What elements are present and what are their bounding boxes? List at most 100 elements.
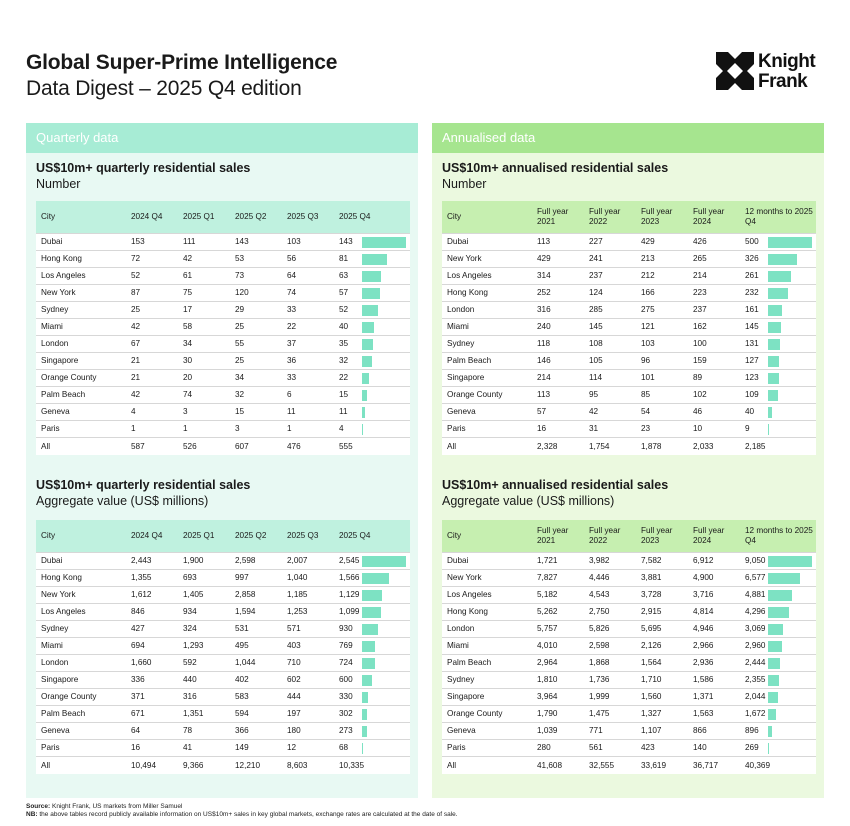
city-cell: Paris: [442, 420, 532, 438]
value-cell: 31: [584, 420, 636, 438]
value-bar: [362, 253, 387, 265]
total-value: 10,335: [339, 760, 365, 770]
value-cell: 1,405: [178, 586, 230, 604]
value-cell: 1,253: [282, 603, 334, 621]
value-cell: 124: [584, 284, 636, 302]
value-cell: 103: [636, 335, 688, 353]
value-cell: 1,564: [636, 654, 688, 672]
cell-value: 40: [339, 322, 349, 331]
value-cell: 25: [230, 352, 282, 370]
column-header: Full year 2023: [636, 201, 688, 234]
quarterly-panel: Quarterly data US$10m+ quarterly residen…: [26, 123, 418, 798]
cell-value: 40: [745, 407, 755, 416]
table-row: London 1,660 592 1,044 710 724: [36, 654, 410, 672]
quarterly-panel-heading: Quarterly data: [26, 123, 418, 153]
value-cell: 4,543: [584, 586, 636, 604]
value-cell: 3,881: [636, 569, 688, 587]
column-header: 2024 Q4: [126, 520, 178, 553]
total-value: 2,033: [693, 441, 714, 451]
city-cell: Sydney: [36, 620, 126, 638]
value-cell: 21: [126, 352, 178, 370]
value-cell: 64: [126, 722, 178, 740]
section-title: US$10m+ quarterly residential sales: [36, 478, 251, 492]
value-cell: 1: [126, 420, 178, 438]
city-cell: London: [442, 301, 532, 319]
city-cell: Palm Beach: [36, 705, 126, 723]
table-row: London 316 285 275 237 161: [442, 301, 816, 319]
value-bar: [768, 657, 780, 669]
column-header: City: [442, 520, 532, 553]
value-cell: 1,351: [178, 705, 230, 723]
value-cell: 336: [126, 671, 178, 689]
value-cell: 6: [282, 386, 334, 404]
value-cell: 23: [636, 420, 688, 438]
cell-value: 2,355: [745, 675, 766, 684]
quarterly-value-section: US$10m+ quarterly residential sales Aggr…: [36, 478, 410, 774]
value-bar: [362, 270, 382, 282]
latest-value-cell: 4: [334, 420, 410, 438]
total-label: All: [447, 441, 457, 451]
value-bar: [362, 355, 372, 367]
value-cell: 56: [282, 250, 334, 268]
value-cell: 592: [178, 654, 230, 672]
table-header-row: City Full year 2021 Full year 2022 Full yea…: [442, 201, 816, 234]
value-bar: [768, 389, 778, 401]
city-cell: Paris: [36, 420, 126, 438]
value-cell: 42: [178, 250, 230, 268]
value-cell: 42: [584, 403, 636, 421]
total-value: 9,366: [183, 760, 204, 770]
value-cell: 846: [126, 603, 178, 621]
latest-value-cell: 273: [334, 722, 410, 740]
section-title: US$10m+ quarterly residential sales: [36, 161, 251, 175]
column-header: Full year 2024: [688, 201, 740, 234]
table-row: Singapore 336 440 402 602 600: [36, 671, 410, 689]
latest-value-cell: 32: [334, 352, 410, 370]
cell-value: 232: [745, 288, 759, 297]
latest-value-cell: 769: [334, 637, 410, 655]
value-cell: 33: [282, 301, 334, 319]
table-row: Los Angeles 52 61 73 64 63: [36, 267, 410, 285]
value-cell: 30: [178, 352, 230, 370]
value-cell: 4,946: [688, 620, 740, 638]
column-header: City: [36, 520, 126, 553]
value-bar: [362, 606, 381, 618]
value-cell: 1,293: [178, 637, 230, 655]
latest-value-cell: 232: [740, 284, 816, 302]
value-bar: [362, 725, 367, 737]
cell-value: 35: [339, 339, 349, 348]
cell-value: 2,960: [745, 641, 766, 650]
cell-value: 269: [745, 743, 759, 752]
value-cell: 1,371: [688, 688, 740, 706]
value-cell: 2,858: [230, 586, 282, 604]
value-cell: 120: [230, 284, 282, 302]
value-cell: 710: [282, 654, 334, 672]
column-header: 2025 Q4: [334, 201, 410, 234]
value-cell: 146: [532, 352, 584, 370]
value-cell: 440: [178, 671, 230, 689]
cell-value: 769: [339, 641, 353, 650]
latest-value-cell: 2,355: [740, 671, 816, 689]
total-row: All 41,608 32,555 33,619 36,717 40,369: [442, 756, 816, 774]
latest-value-cell: 63: [334, 267, 410, 285]
note-text: the above tables record publicly availab…: [39, 811, 458, 818]
cell-value: 161: [745, 305, 759, 314]
value-cell: 153: [126, 233, 178, 251]
value-bar: [768, 708, 777, 720]
total-value: 36,717: [693, 760, 719, 770]
city-cell: Sydney: [442, 671, 532, 689]
value-cell: 34: [230, 369, 282, 387]
table-row: Miami 694 1,293 495 403 769: [36, 637, 410, 655]
total-value: 2,185: [745, 441, 766, 451]
value-cell: 1: [282, 420, 334, 438]
value-bar: [362, 708, 368, 720]
cell-value: 896: [745, 726, 759, 735]
value-cell: 140: [688, 739, 740, 757]
table-row: New York 7,827 4,446 3,881 4,900 6,577: [442, 569, 816, 587]
city-cell: Geneva: [442, 403, 532, 421]
table-row: New York 429 241 213 265 326: [442, 250, 816, 268]
value-cell: 53: [230, 250, 282, 268]
latest-value-cell: 302: [334, 705, 410, 723]
value-bar: [768, 725, 773, 737]
value-cell: 41: [178, 739, 230, 757]
value-cell: 100: [688, 335, 740, 353]
